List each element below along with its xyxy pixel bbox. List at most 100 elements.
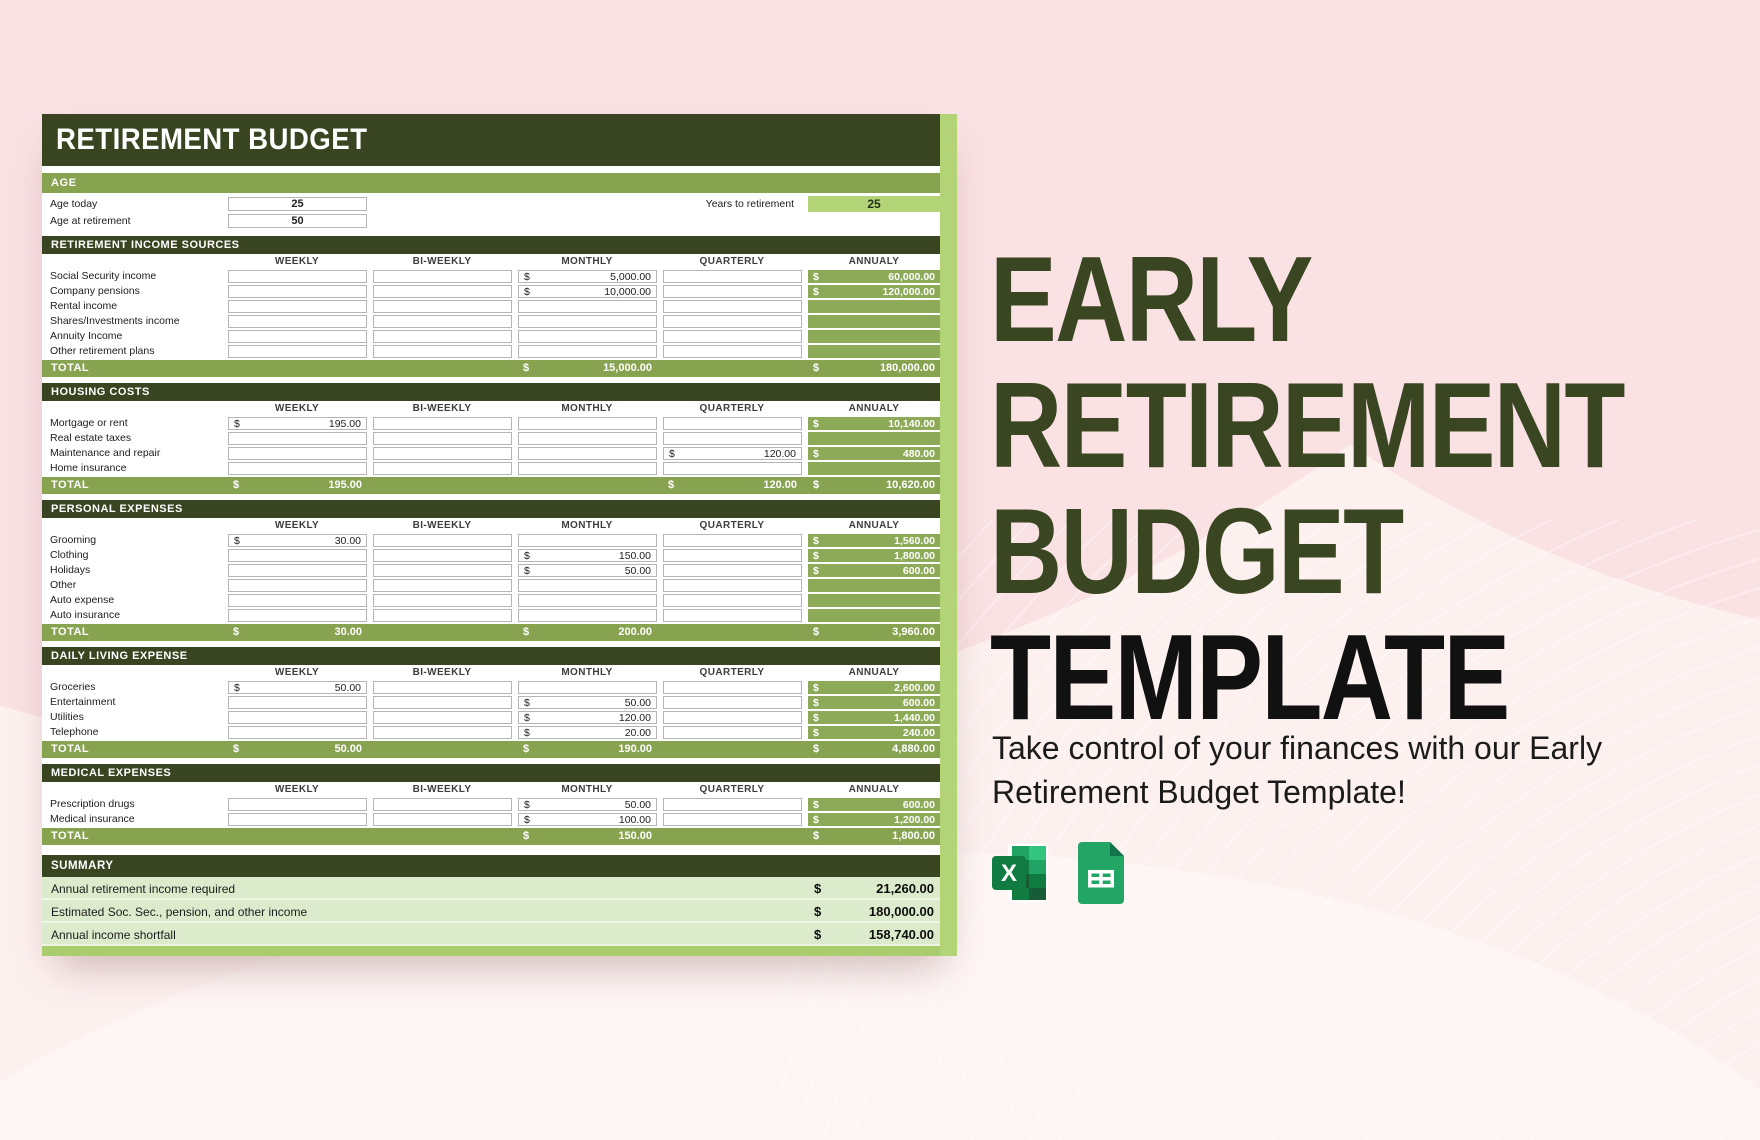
annual-cell[interactable]	[808, 432, 940, 445]
budget-cell[interactable]	[663, 813, 802, 826]
budget-cell[interactable]	[228, 711, 367, 724]
budget-cell[interactable]	[373, 270, 512, 283]
annual-cell[interactable]	[808, 330, 940, 343]
annual-cell[interactable]: $2,600.00	[808, 681, 940, 694]
age-at-retirement-input[interactable]: 50	[228, 214, 367, 228]
budget-cell[interactable]	[663, 534, 802, 547]
budget-cell[interactable]	[373, 594, 512, 607]
budget-cell[interactable]	[518, 462, 657, 475]
budget-cell[interactable]	[518, 594, 657, 607]
budget-cell[interactable]	[663, 270, 802, 283]
budget-cell[interactable]	[663, 681, 802, 694]
excel-icon[interactable]: X	[992, 842, 1052, 909]
budget-cell[interactable]	[373, 417, 512, 430]
annual-cell[interactable]	[808, 462, 940, 475]
budget-cell[interactable]	[228, 594, 367, 607]
budget-cell[interactable]	[663, 330, 802, 343]
budget-cell[interactable]	[228, 696, 367, 709]
annual-cell[interactable]: $480.00	[808, 447, 940, 460]
budget-cell[interactable]: $30.00	[228, 534, 367, 547]
budget-cell[interactable]: $195.00	[228, 417, 367, 430]
budget-cell[interactable]	[373, 798, 512, 811]
budget-cell[interactable]	[663, 594, 802, 607]
budget-cell[interactable]	[373, 285, 512, 298]
budget-cell[interactable]	[373, 345, 512, 358]
budget-cell[interactable]	[228, 564, 367, 577]
budget-cell[interactable]	[228, 447, 367, 460]
budget-cell[interactable]	[663, 564, 802, 577]
budget-cell[interactable]	[373, 681, 512, 694]
annual-cell[interactable]: $10,140.00	[808, 417, 940, 430]
budget-cell[interactable]: $10,000.00	[518, 285, 657, 298]
budget-cell[interactable]	[228, 579, 367, 592]
budget-cell[interactable]	[663, 798, 802, 811]
budget-cell[interactable]	[228, 549, 367, 562]
annual-cell[interactable]	[808, 300, 940, 313]
budget-cell[interactable]	[518, 345, 657, 358]
budget-cell[interactable]	[373, 726, 512, 739]
budget-cell[interactable]: $20.00	[518, 726, 657, 739]
annual-cell[interactable]: $1,800.00	[808, 549, 940, 562]
budget-cell[interactable]	[663, 432, 802, 445]
budget-cell[interactable]: $150.00	[518, 549, 657, 562]
budget-cell[interactable]	[518, 315, 657, 328]
google-sheets-icon[interactable]	[1078, 842, 1124, 909]
budget-cell[interactable]	[663, 345, 802, 358]
budget-cell[interactable]	[228, 300, 367, 313]
annual-cell[interactable]	[808, 609, 940, 622]
budget-cell[interactable]	[518, 609, 657, 622]
budget-cell[interactable]: $5,000.00	[518, 270, 657, 283]
budget-cell[interactable]: $120.00	[663, 447, 802, 460]
age-today-input[interactable]: 25	[228, 197, 367, 211]
budget-cell[interactable]: $120.00	[518, 711, 657, 724]
budget-cell[interactable]	[373, 432, 512, 445]
budget-cell[interactable]	[373, 534, 512, 547]
budget-cell[interactable]	[228, 315, 367, 328]
budget-cell[interactable]	[373, 696, 512, 709]
annual-cell[interactable]: $60,000.00	[808, 270, 940, 283]
budget-cell[interactable]	[663, 579, 802, 592]
budget-cell[interactable]	[518, 432, 657, 445]
budget-cell[interactable]	[663, 696, 802, 709]
budget-cell[interactable]	[373, 330, 512, 343]
budget-cell[interactable]	[518, 300, 657, 313]
budget-cell[interactable]	[373, 549, 512, 562]
budget-cell[interactable]	[518, 534, 657, 547]
budget-cell[interactable]	[228, 285, 367, 298]
budget-cell[interactable]	[228, 609, 367, 622]
annual-cell[interactable]	[808, 594, 940, 607]
budget-cell[interactable]	[518, 417, 657, 430]
budget-cell[interactable]: $100.00	[518, 813, 657, 826]
budget-cell[interactable]	[373, 813, 512, 826]
annual-cell[interactable]	[808, 315, 940, 328]
budget-cell[interactable]	[373, 462, 512, 475]
annual-cell[interactable]	[808, 579, 940, 592]
budget-cell[interactable]	[663, 285, 802, 298]
annual-cell[interactable]: $600.00	[808, 798, 940, 811]
annual-cell[interactable]: $600.00	[808, 564, 940, 577]
budget-cell[interactable]	[228, 813, 367, 826]
annual-cell[interactable]: $1,440.00	[808, 711, 940, 724]
annual-cell[interactable]: $120,000.00	[808, 285, 940, 298]
annual-cell[interactable]: $1,200.00	[808, 813, 940, 826]
budget-cell[interactable]	[518, 330, 657, 343]
budget-cell[interactable]	[373, 564, 512, 577]
annual-cell[interactable]	[808, 345, 940, 358]
budget-cell[interactable]	[663, 549, 802, 562]
annual-cell[interactable]: $1,560.00	[808, 534, 940, 547]
budget-cell[interactable]: $50.00	[518, 696, 657, 709]
budget-cell[interactable]: $50.00	[518, 564, 657, 577]
budget-cell[interactable]	[663, 726, 802, 739]
annual-cell[interactable]: $240.00	[808, 726, 940, 739]
budget-cell[interactable]	[373, 315, 512, 328]
budget-cell[interactable]	[373, 579, 512, 592]
budget-cell[interactable]: $50.00	[518, 798, 657, 811]
budget-cell[interactable]	[228, 798, 367, 811]
budget-cell[interactable]	[373, 447, 512, 460]
budget-cell[interactable]	[663, 417, 802, 430]
budget-cell[interactable]	[663, 462, 802, 475]
budget-cell[interactable]	[518, 579, 657, 592]
budget-cell[interactable]	[228, 345, 367, 358]
budget-cell[interactable]	[663, 300, 802, 313]
budget-cell[interactable]	[228, 270, 367, 283]
